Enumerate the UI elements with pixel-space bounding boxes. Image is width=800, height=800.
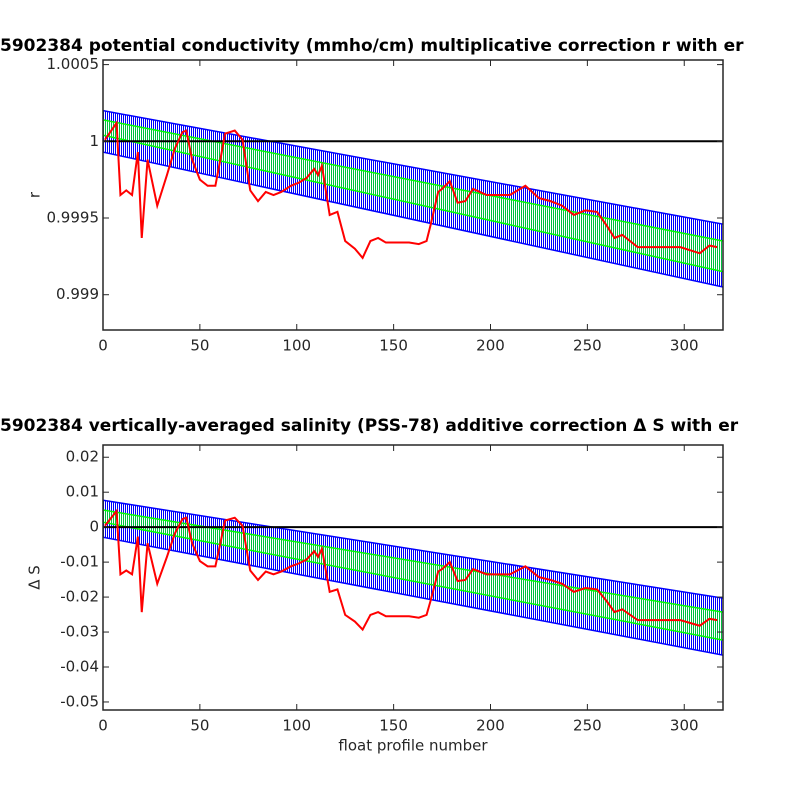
data-line [104, 119, 718, 260]
y-tick-label: -0.02 [60, 588, 99, 606]
x-tick-label: 50 [190, 717, 209, 735]
x-tick-label: 250 [573, 337, 602, 355]
x-tick-label: 200 [476, 717, 505, 735]
axes-box [102, 59, 724, 331]
band-edge [103, 151, 723, 288]
y-tick-label: 1.0005 [47, 55, 100, 73]
band-edge [103, 134, 723, 273]
chart-title: 5902384 potential conductivity (mmho/cm)… [0, 36, 744, 56]
x-tick-label: 0 [98, 337, 108, 355]
x-tick-label: 250 [573, 717, 602, 735]
band-edge [103, 119, 723, 242]
x-tick-label: 100 [282, 717, 311, 735]
y-tick-label: 0 [89, 518, 99, 536]
x-tick-label: 50 [190, 337, 209, 355]
y-tick-label: 0.01 [66, 483, 99, 501]
x-tick-label: 0 [98, 717, 108, 735]
y-tick-label: 0.02 [66, 448, 99, 466]
error-band [103, 119, 723, 272]
y-tick-label: -0.01 [60, 553, 99, 571]
error-band [103, 510, 723, 641]
y-tick-label: -0.03 [60, 623, 99, 641]
chart-title: 5902384 vertically-averaged salinity (PS… [0, 416, 739, 436]
y-tick-label: 0.999 [56, 285, 99, 303]
band-edge [103, 536, 723, 656]
y-tick-label: -0.04 [60, 657, 99, 675]
band-edge [103, 109, 723, 225]
x-tick-label: 150 [379, 717, 408, 735]
x-axis-label: float profile number [338, 737, 488, 755]
band-edge [103, 499, 723, 599]
x-tick-label: 200 [476, 337, 505, 355]
axes-box [102, 444, 724, 711]
x-tick-label: 300 [670, 717, 699, 735]
y-tick-label: 1 [89, 132, 99, 150]
y-axis-label: Δ S [26, 565, 44, 590]
data-line [104, 508, 718, 632]
band-edge [103, 521, 723, 641]
x-tick-label: 300 [670, 337, 699, 355]
y-tick-label: 0.9995 [47, 209, 100, 227]
y-axis-label: r [26, 191, 44, 198]
x-tick-label: 100 [282, 337, 311, 355]
plot-area [103, 60, 723, 330]
y-tick-label: -0.05 [60, 692, 99, 710]
plot-area [103, 445, 723, 710]
x-tick-label: 150 [379, 337, 408, 355]
